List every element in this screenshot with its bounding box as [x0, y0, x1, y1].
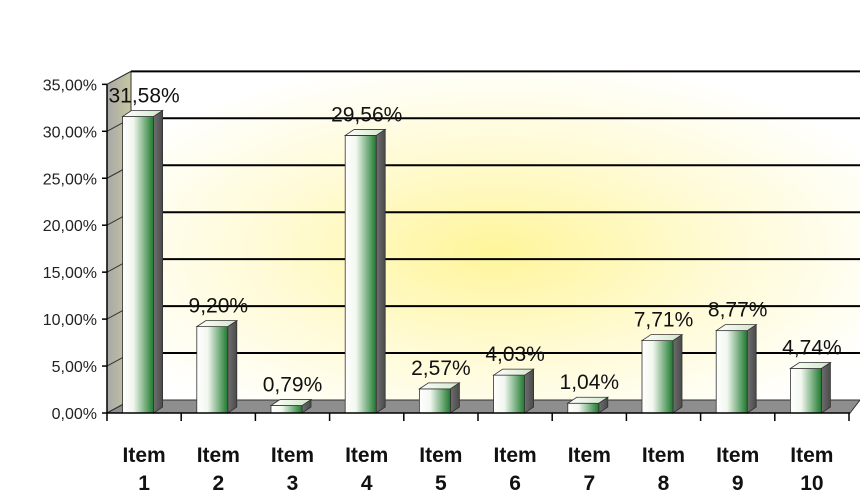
x-tick-label: Item [568, 444, 611, 467]
x-tick-label: 2 [212, 472, 224, 495]
bar-top [566, 396, 610, 404]
y-tick-label: 25,00% [43, 171, 97, 188]
data-label: 0,79% [263, 374, 323, 397]
x-tick-label: Item [716, 444, 759, 467]
bar-top [269, 399, 313, 406]
bar [714, 323, 758, 414]
bar [789, 361, 832, 414]
bar-side [821, 361, 831, 414]
y-tick-label: 5,00% [52, 359, 97, 376]
bar-top [492, 368, 535, 376]
bar-side [375, 128, 386, 414]
x-tick-label: Item [345, 444, 388, 467]
bar [269, 398, 313, 414]
data-label: 9,20% [189, 295, 249, 318]
y-tick-label: 30,00% [43, 124, 97, 141]
bar-front [270, 405, 303, 414]
bar-side [672, 333, 683, 414]
bars [121, 109, 832, 414]
x-tick-label: 3 [287, 472, 299, 495]
bar-front [715, 330, 748, 414]
x-tick-label: 5 [435, 472, 447, 495]
bar-top [640, 334, 684, 342]
data-labels: 31,58% 9,20% 0,79% 29,56% 2,57% 4,03% 1,04% 7,7… [108, 84, 841, 396]
x-tick-label: Item [271, 444, 314, 467]
x-tick-label: Item [197, 444, 240, 467]
bar-top [714, 324, 758, 332]
bar-top [121, 110, 164, 117]
bar-front [790, 368, 822, 414]
x-tick-label: Item [123, 444, 166, 467]
bar-front [641, 340, 674, 414]
y-tick-label: 10,00% [43, 312, 97, 329]
axes: 0,00% 5,00% 10,00% 15,00% 20,00% 25,00% 30,00%… [43, 77, 850, 495]
data-label: 31,58% [108, 84, 179, 107]
bar-front [493, 374, 526, 414]
bar-side [746, 323, 757, 414]
data-label: 7,71% [634, 309, 694, 332]
x-tick-label: 6 [509, 472, 521, 495]
data-label: 8,77% [708, 299, 768, 322]
data-label: 4,03% [485, 343, 545, 366]
x-tick-label: Item [494, 444, 537, 467]
x-tick-label: 1 [138, 472, 150, 495]
y-tick-label: 35,00% [43, 77, 97, 94]
x-tick-label: Item [642, 444, 685, 467]
y-tick-label: 0,00% [52, 406, 97, 423]
data-label: 1,04% [560, 371, 620, 394]
bar [640, 333, 684, 414]
bar-side [524, 368, 534, 414]
bar-front [567, 402, 600, 414]
bar [492, 368, 535, 414]
x-tick-label: 7 [583, 472, 595, 495]
bar-front [196, 326, 229, 414]
bar-front [122, 116, 154, 414]
bar-top [789, 362, 832, 369]
x-tick-label: 10 [800, 472, 823, 495]
x-tick-label: 9 [732, 472, 744, 495]
bar [121, 109, 164, 414]
bar [566, 396, 610, 414]
grid-lines [106, 70, 860, 367]
x-tick-label: 4 [361, 472, 373, 495]
data-label: 4,74% [782, 336, 842, 359]
data-label: 2,57% [411, 357, 471, 380]
x-tick-label: Item [790, 444, 833, 467]
bar-front [344, 135, 377, 414]
bar [343, 128, 387, 414]
gridline-side [106, 70, 132, 85]
y-tick-label: 20,00% [43, 218, 97, 235]
x-tick-label: Item [419, 444, 462, 467]
bar-front [418, 388, 451, 414]
bar-top [418, 382, 461, 390]
bar-top [343, 129, 387, 136]
bar [418, 382, 461, 414]
bar-side [227, 319, 238, 414]
bar-top [195, 320, 239, 328]
bar [195, 319, 239, 414]
y-tick-label: 15,00% [43, 265, 97, 282]
bar-side [153, 109, 164, 414]
data-label: 29,56% [331, 103, 402, 126]
x-tick-label: 8 [658, 472, 670, 495]
